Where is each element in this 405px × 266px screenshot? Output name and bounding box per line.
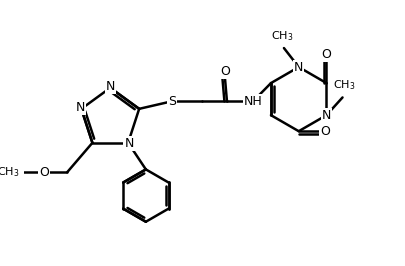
Text: NH: NH (244, 95, 262, 108)
Text: N: N (322, 109, 331, 122)
Text: O: O (322, 48, 331, 61)
Text: O: O (220, 65, 230, 78)
Text: N: N (106, 81, 115, 93)
Text: N: N (76, 102, 85, 114)
Text: CH$_3$: CH$_3$ (0, 165, 20, 179)
Text: O: O (320, 125, 330, 138)
Text: CH$_3$: CH$_3$ (333, 78, 356, 92)
Text: N: N (294, 61, 303, 74)
Text: CH$_3$: CH$_3$ (271, 29, 293, 43)
Text: O: O (39, 166, 49, 179)
Text: S: S (168, 95, 176, 108)
Text: N: N (124, 137, 134, 150)
